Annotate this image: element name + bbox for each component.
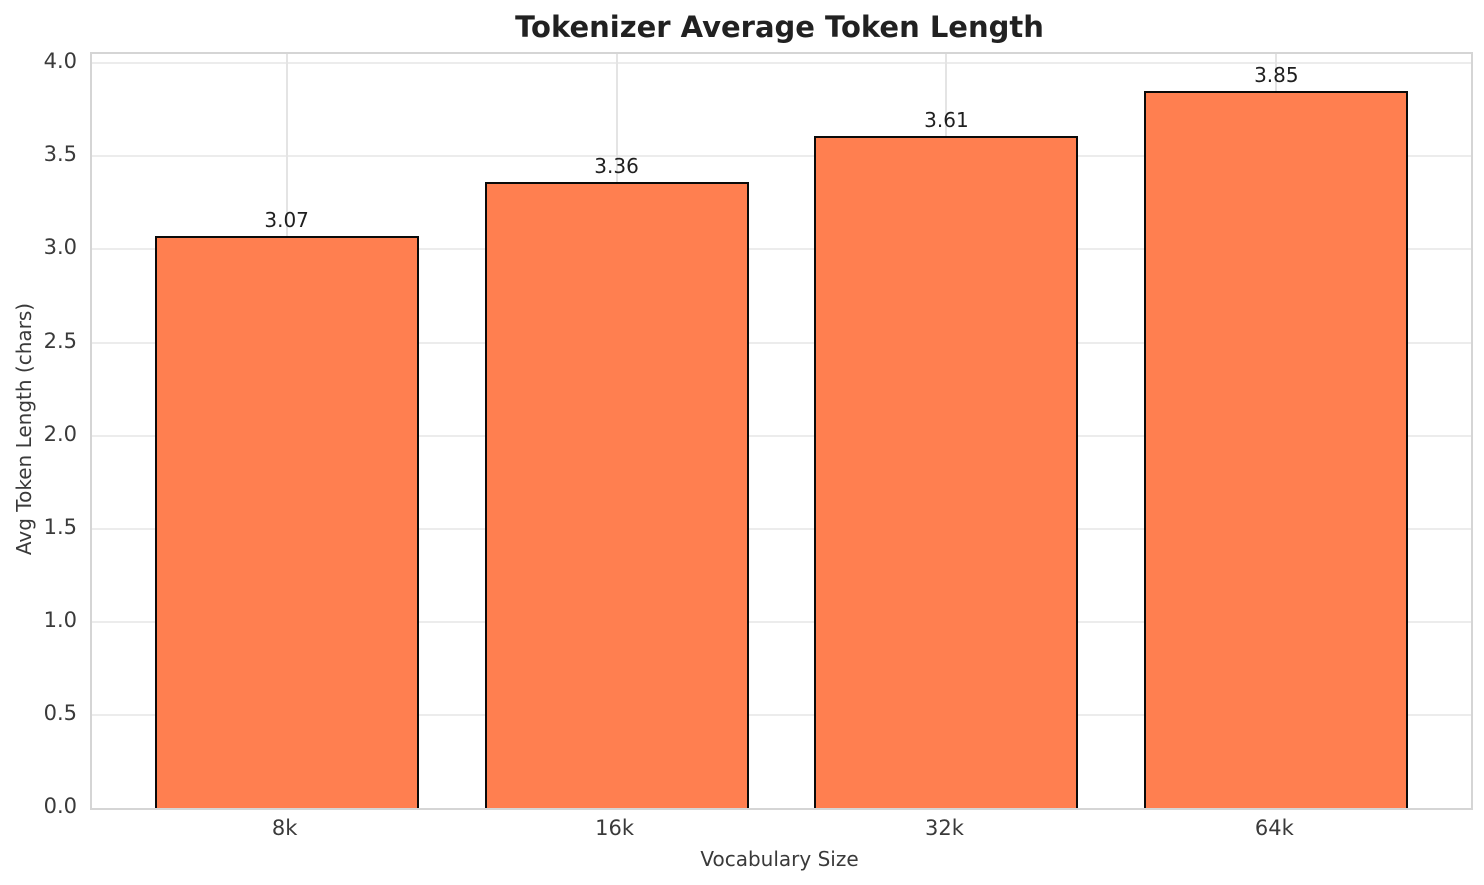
bar-value-label: 3.36 bbox=[594, 154, 639, 179]
y-tick-label: 0.0 bbox=[43, 794, 77, 818]
y-gridline bbox=[92, 434, 1471, 437]
x-tick-label: 16k bbox=[595, 816, 634, 840]
y-gridline bbox=[92, 62, 1471, 65]
bar bbox=[154, 236, 419, 808]
x-tick-label: 32k bbox=[924, 816, 964, 840]
y-gridline bbox=[92, 155, 1471, 158]
x-tick-label: 8k bbox=[271, 816, 298, 840]
y-tick-label: 1.0 bbox=[43, 607, 77, 632]
bar bbox=[814, 135, 1079, 808]
y-tick-label: 0.5 bbox=[43, 700, 77, 725]
bar bbox=[1144, 91, 1409, 808]
bar-value-label: 3.61 bbox=[924, 107, 969, 132]
y-tick-label: 2.0 bbox=[43, 421, 77, 446]
y-gridline bbox=[92, 248, 1471, 251]
bar-value-label: 3.07 bbox=[264, 208, 309, 233]
x-axis-label: Vocabulary Size bbox=[700, 847, 859, 871]
y-gridline bbox=[92, 341, 1471, 344]
bar-value-label: 3.85 bbox=[1254, 63, 1299, 88]
y-gridline bbox=[92, 527, 1471, 530]
plot-area: 3.07 3.36 3.61 3.85 bbox=[90, 52, 1473, 810]
y-tick-label: 2.5 bbox=[43, 328, 77, 353]
x-tick-label: 64k bbox=[1254, 816, 1294, 840]
y-tick-label: 1.5 bbox=[43, 514, 77, 539]
bar bbox=[484, 182, 749, 808]
y-tick-label: 3.5 bbox=[43, 142, 77, 167]
y-tick-label: 3.0 bbox=[43, 235, 77, 260]
y-tick-label: 4.0 bbox=[43, 49, 77, 74]
chart-title: Tokenizer Average Token Length bbox=[515, 10, 1044, 44]
y-gridline bbox=[92, 713, 1471, 716]
y-gridline bbox=[92, 620, 1471, 623]
